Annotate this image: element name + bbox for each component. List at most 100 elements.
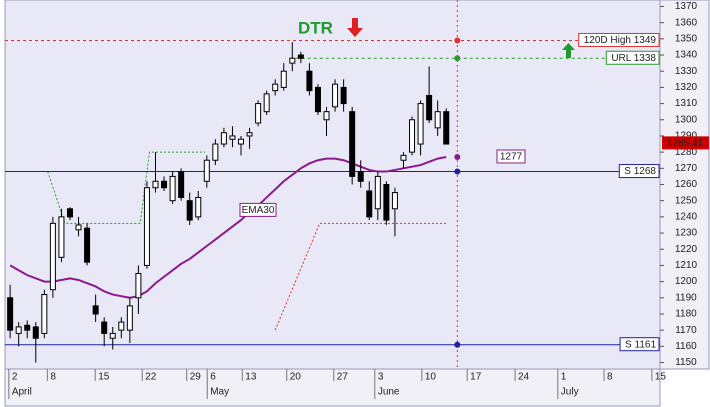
y-tick-label: 1320 [675, 82, 698, 93]
candle-body [195, 196, 202, 218]
x-tick-label: 15 [655, 372, 667, 383]
y-tick-label: 1210 [675, 260, 698, 271]
candle-body [374, 175, 381, 210]
x-tick-label: 3 [378, 372, 384, 383]
candle-body [92, 305, 99, 315]
month-label: May [210, 387, 229, 398]
candle-body [417, 103, 424, 145]
x-axis-area [4, 368, 661, 407]
month-label: June [378, 387, 400, 398]
y-tick-label: 1230 [675, 228, 698, 239]
month-label: July [561, 387, 579, 398]
candle-body [349, 111, 356, 177]
y-tick-label: 1350 [675, 33, 698, 44]
candle-body [314, 86, 321, 113]
x-tick-label: 8 [50, 372, 56, 383]
level-label: 120D High 1349 [584, 35, 657, 46]
candle-body [255, 103, 262, 124]
candle-body [212, 143, 219, 161]
level-dot [454, 168, 461, 175]
x-tick-label: 6 [210, 372, 216, 383]
up-arrow [562, 43, 575, 58]
candle-body [297, 54, 304, 59]
level-box [618, 164, 660, 179]
x-tick-label: 8 [607, 372, 613, 383]
candle-body [15, 326, 22, 334]
candle-body [357, 171, 364, 182]
y-tick-label: 1240 [675, 212, 698, 223]
candle-body [84, 227, 91, 263]
candle-body [246, 132, 253, 137]
x-tick-label: 10 [425, 372, 437, 383]
candle-body [332, 83, 339, 108]
y-axis-area [659, 0, 710, 370]
ema-value-label: 1277 [500, 152, 523, 163]
y-tick-label: 1300 [675, 114, 698, 125]
month-label: April [12, 387, 32, 398]
x-tick-label: 2 [12, 372, 18, 383]
x-tick-label: 1 [561, 372, 567, 383]
ema-value-box [496, 149, 526, 164]
y-tick-label: 1360 [675, 17, 698, 28]
y-tick-label: 1290 [675, 131, 698, 142]
ema-label: EMA30 [242, 205, 275, 216]
candle-body [118, 321, 125, 331]
candle-body [383, 184, 390, 221]
candle-body [161, 180, 168, 189]
candle-body [340, 86, 347, 105]
y-tick-label: 1180 [675, 309, 697, 320]
x-tick-label: 24 [518, 372, 530, 383]
x-tick-label: 15 [98, 372, 110, 383]
last-price-box [662, 136, 709, 150]
candle-body [263, 93, 270, 113]
y-tick-label: 1330 [675, 66, 698, 77]
y-tick-label: 1150 [675, 357, 697, 368]
x-tick-label: 20 [290, 372, 302, 383]
candle-body [143, 187, 150, 266]
candle-body [280, 70, 287, 88]
candle-body [400, 154, 407, 161]
candle-body [220, 132, 227, 145]
x-tick-label: 22 [145, 372, 157, 383]
y-tick-label: 1280 [675, 147, 698, 158]
candle-body [7, 297, 14, 331]
x-tick-label: 29 [190, 372, 202, 383]
candle-body [66, 208, 73, 218]
level-dot [454, 341, 461, 348]
y-tick-label: 1260 [675, 179, 698, 190]
candle-body [126, 305, 133, 331]
ema-line [9, 156, 447, 299]
candle-body [443, 111, 450, 145]
candle-body [135, 273, 142, 299]
level-dot [454, 37, 461, 44]
y-tick-label: 1310 [675, 98, 698, 109]
chart-title: DTR [298, 18, 333, 37]
level-box [619, 337, 660, 352]
level-box [578, 32, 660, 47]
x-tick-label: 13 [245, 372, 257, 383]
y-tick-label: 1160 [675, 341, 697, 352]
down-arrow [347, 18, 363, 37]
candle-body [24, 324, 31, 331]
x-tick-label: 27 [337, 372, 349, 383]
candle-body [152, 180, 159, 189]
ema-dot [454, 153, 461, 160]
level-label: S 1268 [624, 166, 656, 177]
stop-line [47, 151, 206, 224]
candle-body [49, 222, 56, 291]
ema-box [239, 202, 277, 217]
x-tick-label: 17 [470, 372, 482, 383]
last-price-label: 1285.41 [667, 138, 704, 149]
candle-body [58, 216, 65, 258]
candle-body [109, 332, 116, 339]
candle-body [323, 111, 330, 121]
level-label: URL 1338 [611, 53, 656, 64]
candle-body [238, 138, 245, 145]
level-label: S 1161 [625, 339, 656, 350]
candle-body [272, 83, 279, 92]
level-dot [454, 55, 461, 62]
y-tick-label: 1250 [675, 195, 698, 206]
stop-line [274, 222, 448, 331]
